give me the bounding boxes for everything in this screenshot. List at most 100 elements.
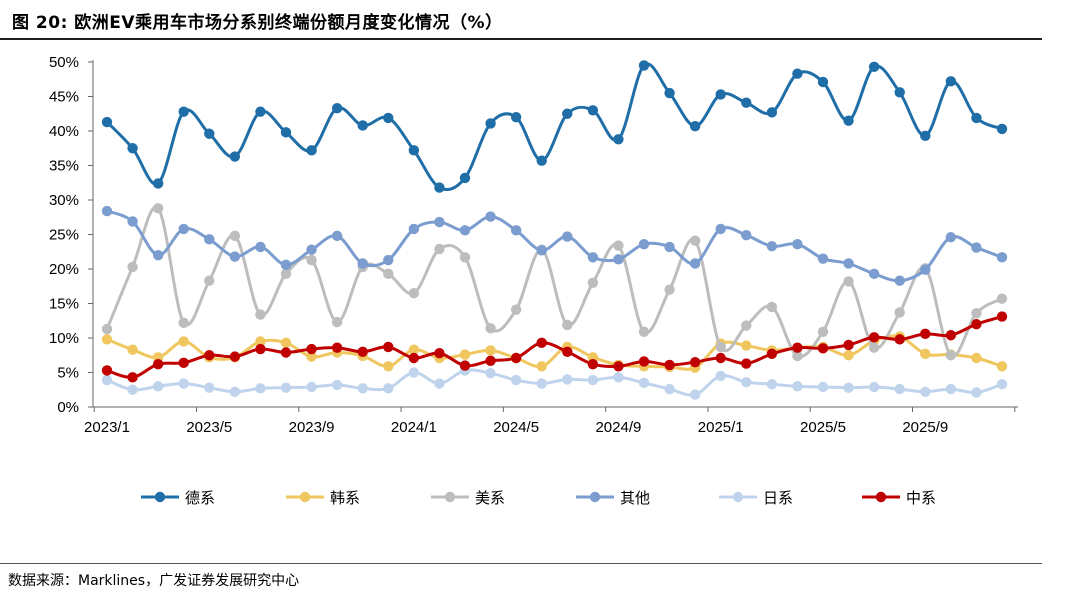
data-point xyxy=(536,378,547,389)
data-point xyxy=(383,383,394,394)
data-point xyxy=(562,346,573,357)
data-point xyxy=(971,319,982,330)
data-point xyxy=(587,359,599,370)
legend-label: 美系 xyxy=(475,490,505,507)
y-tick-label: 30% xyxy=(49,192,79,209)
series-line xyxy=(106,368,1003,397)
x-tick-label: 2023/9 xyxy=(289,419,335,436)
data-point xyxy=(510,112,522,123)
data-point xyxy=(331,379,343,391)
data-point xyxy=(817,253,829,264)
data-point xyxy=(408,352,420,364)
series-德系 xyxy=(101,60,1008,193)
legend-label: 其他 xyxy=(620,490,650,507)
legend-marker xyxy=(732,491,744,503)
series-日系 xyxy=(101,365,1008,400)
legend-item: 其他 xyxy=(576,490,650,507)
data-point xyxy=(280,337,292,349)
data-point xyxy=(408,367,420,378)
data-point xyxy=(178,317,189,329)
data-point xyxy=(894,87,905,98)
data-point xyxy=(331,316,343,328)
y-tick-label: 45% xyxy=(49,89,79,106)
data-point xyxy=(945,350,957,361)
data-point xyxy=(868,342,880,353)
data-point xyxy=(792,381,803,392)
data-point xyxy=(459,225,471,236)
data-point xyxy=(766,241,778,252)
data-point xyxy=(741,340,752,351)
data-point xyxy=(434,378,445,389)
data-point xyxy=(510,374,522,386)
data-point xyxy=(843,115,854,126)
data-point xyxy=(868,61,880,73)
data-point xyxy=(178,106,189,117)
legend-marker xyxy=(875,491,887,503)
data-point xyxy=(996,123,1008,135)
data-point xyxy=(766,301,778,313)
data-point xyxy=(127,384,138,395)
data-point xyxy=(152,250,164,261)
data-point xyxy=(792,350,803,362)
data-point xyxy=(331,103,343,114)
data-point xyxy=(101,116,113,128)
data-point xyxy=(920,386,931,398)
data-point xyxy=(971,112,982,124)
data-point xyxy=(306,351,317,362)
data-point xyxy=(689,120,701,132)
data-point xyxy=(459,349,471,360)
data-point xyxy=(383,341,394,353)
data-point xyxy=(152,359,164,370)
data-point xyxy=(766,348,778,360)
data-point xyxy=(485,345,496,356)
data-point xyxy=(255,343,266,355)
data-point xyxy=(664,87,675,99)
data-point xyxy=(357,258,368,269)
data-point xyxy=(485,367,496,379)
data-point xyxy=(306,145,317,156)
legend-item: 韩系 xyxy=(286,490,360,507)
data-point xyxy=(741,229,752,241)
x-tick-label: 2024/5 xyxy=(493,419,539,436)
data-point xyxy=(817,326,829,337)
data-point xyxy=(127,143,138,154)
legend-label: 日系 xyxy=(763,490,793,507)
data-point xyxy=(792,238,803,250)
data-point xyxy=(459,252,471,263)
data-point xyxy=(868,381,880,393)
data-point xyxy=(152,178,164,189)
legend: 德系 韩系 美系 其他 日系 中系 xyxy=(141,489,936,507)
data-point xyxy=(485,355,496,366)
x-tick-label: 2024/9 xyxy=(595,419,641,436)
data-point xyxy=(920,130,931,142)
legend-item: 日系 xyxy=(719,490,793,507)
series-line xyxy=(105,62,1003,192)
data-point xyxy=(383,361,394,372)
data-point xyxy=(357,120,368,131)
data-point xyxy=(357,346,368,357)
data-point xyxy=(408,145,420,156)
legend-item: 中系 xyxy=(862,490,936,507)
data-point xyxy=(229,151,241,162)
data-point xyxy=(613,240,624,251)
data-point xyxy=(459,172,471,184)
data-point xyxy=(434,243,445,255)
data-point xyxy=(306,254,317,266)
data-point xyxy=(638,356,650,367)
data-point xyxy=(766,379,778,390)
data-point xyxy=(868,268,880,280)
data-point xyxy=(178,357,189,369)
data-point xyxy=(101,323,113,335)
legend-item: 美系 xyxy=(431,490,505,507)
data-point xyxy=(383,254,394,266)
data-point xyxy=(280,268,292,280)
data-point xyxy=(255,383,266,394)
data-point xyxy=(127,372,138,383)
title-divider xyxy=(0,38,1042,40)
data-point xyxy=(229,351,241,362)
data-point xyxy=(971,242,982,253)
data-point xyxy=(204,128,215,139)
data-point xyxy=(613,372,624,383)
data-point xyxy=(536,337,547,349)
series-其他 xyxy=(101,205,1008,286)
